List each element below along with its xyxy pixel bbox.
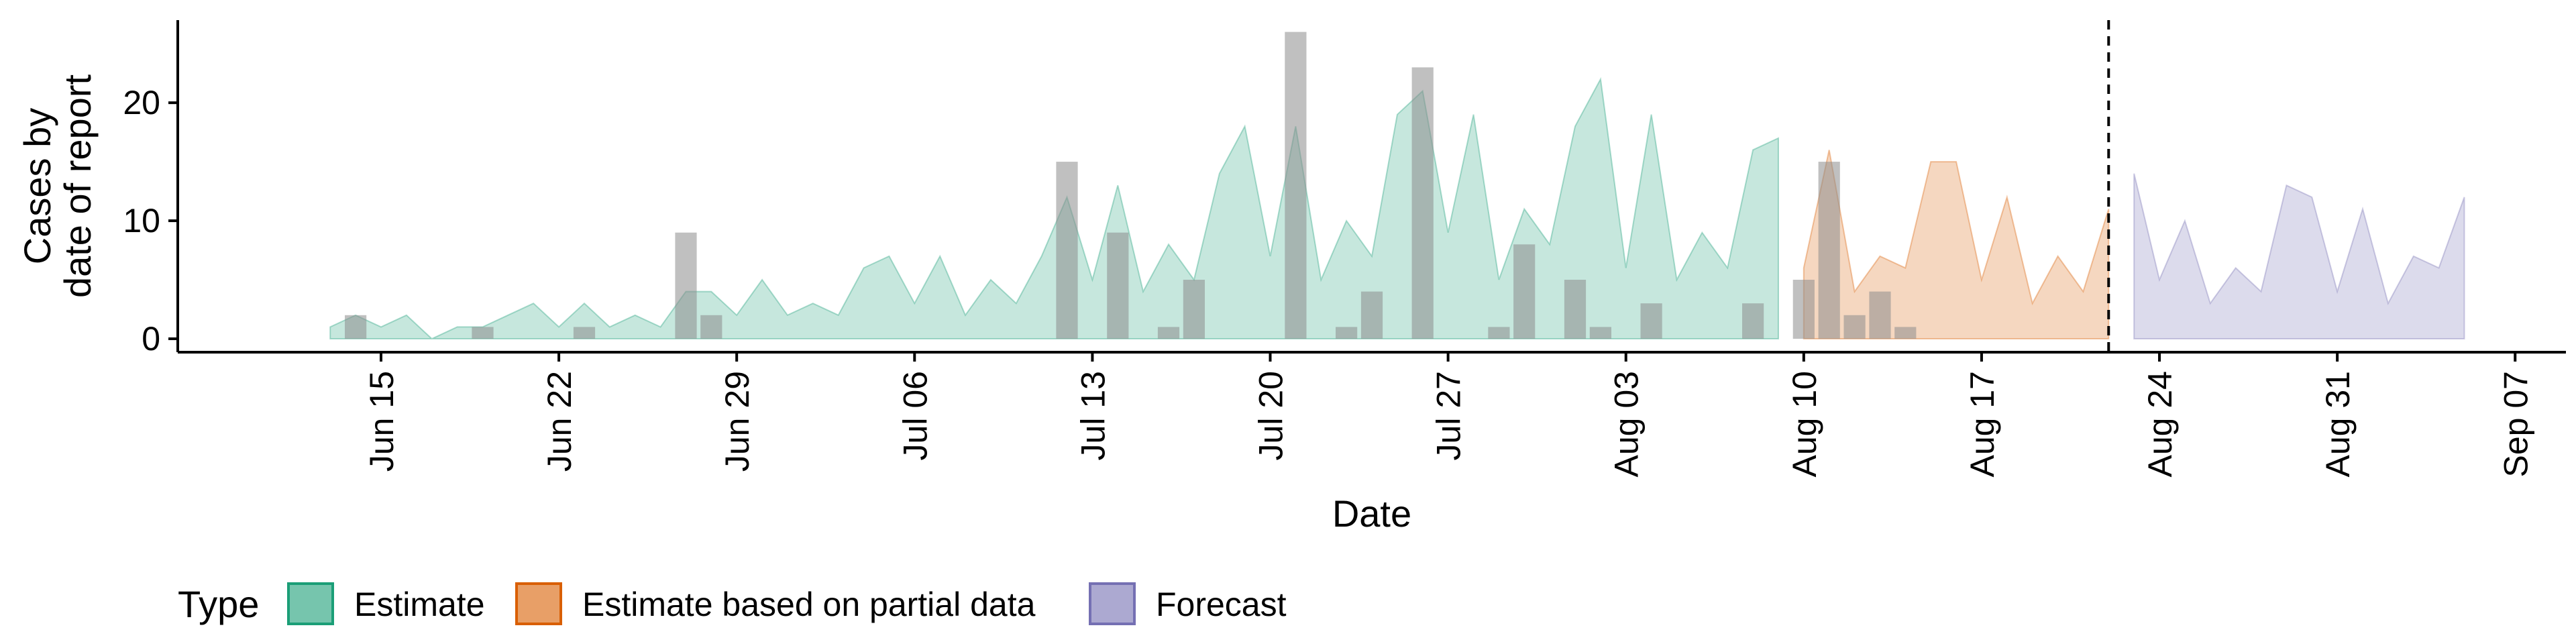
x-tick-label: Jul 27 (1430, 371, 1468, 460)
area-layer (329, 76, 2465, 340)
y-axis-title-line: date of report (56, 74, 99, 299)
reported-case-bar (573, 327, 596, 339)
reported-case-bar (1792, 280, 1815, 339)
reported-case-bar (1411, 67, 1434, 339)
reported-case-bar (1107, 232, 1129, 339)
reported-case-bar (1843, 315, 1866, 339)
x-tick-label: Jul 06 (896, 371, 934, 460)
x-tick-label: Jun 22 (541, 371, 578, 472)
ribbon-estimate-based-on-partial-data (1803, 150, 2110, 339)
y-tick-label: 20 (123, 84, 160, 121)
reported-case-bar (1640, 303, 1662, 339)
reported-case-bar (1183, 280, 1205, 339)
axes-layer: 0 10 20 Jun 15 Jun 22 Jun 29 Jul 06 Jul 13 Jul 2… (16, 20, 2566, 535)
reported-case-bar (675, 232, 697, 339)
ribbon-estimate (329, 76, 1779, 340)
reported-case-bar (1869, 291, 1891, 339)
x-tick-label: Aug 24 (2141, 371, 2179, 477)
legend-swatch (1089, 582, 1136, 625)
reported-case-bar (472, 327, 494, 339)
legend-swatch (515, 582, 562, 625)
y-tick-label: 10 (123, 202, 160, 239)
legend-label: Forecast (1156, 586, 1287, 623)
x-tick-label: Aug 03 (1608, 371, 1646, 477)
reported-case-bar (345, 315, 367, 339)
y-axis-title-line: Cases by (16, 108, 58, 264)
legend-label: Estimate based on partial data (582, 586, 1036, 623)
x-tick-label: Aug 10 (1786, 371, 1823, 477)
reported-case-bar (1818, 162, 1840, 339)
reported-case-bar (1336, 327, 1358, 339)
reported-case-bar (1157, 327, 1180, 339)
reported-case-bar (1360, 291, 1383, 339)
reported-case-bar (1056, 162, 1078, 339)
x-tick-label: Jul 13 (1074, 371, 1112, 460)
ribbon-forecast (2133, 173, 2465, 339)
reported-case-bar (1894, 327, 1917, 339)
reported-case-bar (700, 315, 722, 339)
reported-case-bar (1589, 327, 1611, 339)
x-tick-label: Sep 07 (2497, 371, 2534, 477)
x-tick-label: Aug 17 (1964, 371, 2001, 477)
x-tick-label: Jun 29 (718, 371, 756, 472)
y-tick-label: 0 (142, 320, 160, 358)
reported-case-bar (1564, 280, 1587, 339)
legend-title: Type (178, 583, 259, 625)
reported-case-bar (1285, 32, 1307, 339)
x-tick-label: Jun 15 (363, 371, 400, 472)
x-tick-label: Aug 31 (2319, 371, 2357, 477)
reported-cases-bars (345, 32, 1917, 339)
reported-case-bar (1742, 303, 1764, 339)
x-tick-label: Jul 20 (1252, 371, 1290, 460)
reported-case-bar (1513, 244, 1536, 339)
legend-swatch (287, 582, 334, 625)
x-axis-title: Date (1332, 492, 1411, 535)
legend: Type Estimate Estimate based on partial da… (178, 582, 1287, 625)
reported-case-bar (1488, 327, 1510, 339)
legend-label: Estimate (354, 586, 485, 623)
